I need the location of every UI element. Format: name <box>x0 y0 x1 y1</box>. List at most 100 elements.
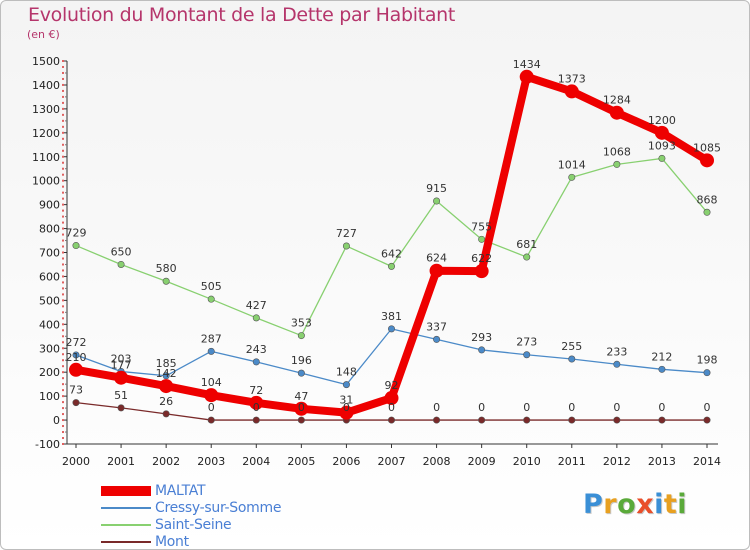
data-point-cressy-sur-somme <box>162 372 170 380</box>
data-point-cressy-sur-somme <box>207 347 215 355</box>
data-point-saint-seine <box>252 314 260 322</box>
y-axis-dot <box>62 329 64 332</box>
unit-label: (en €) <box>27 28 60 41</box>
y-axis-dot <box>62 323 64 326</box>
data-label-maltat: 1434 <box>513 58 541 71</box>
data-point-mont <box>523 416 531 424</box>
y-axis-dot <box>62 60 64 62</box>
data-point-mont <box>162 410 170 418</box>
logo-letter: i <box>654 489 664 520</box>
y-axis-dot <box>62 65 64 68</box>
data-label-cressy-sur-somme: 196 <box>291 354 312 367</box>
data-point-saint-seine <box>207 295 215 303</box>
axes: -100010020030040050060070080090010001100… <box>32 55 721 468</box>
data-point-maltat <box>519 69 534 84</box>
data-point-saint-seine <box>297 332 305 340</box>
data-point-cressy-sur-somme <box>252 358 260 366</box>
data-label-cressy-sur-somme: 233 <box>606 345 627 358</box>
data-label-cressy-sur-somme: 212 <box>651 350 672 363</box>
data-label-mont: 73 <box>69 384 83 397</box>
data-point-saint-seine <box>342 242 350 250</box>
x-tick-label: 2005 <box>287 455 315 468</box>
y-axis-dot <box>62 77 64 80</box>
y-tick-label: 1500 <box>32 55 60 68</box>
y-axis-dot <box>62 251 64 254</box>
legend-swatch-maltat <box>101 486 151 496</box>
y-tick-label: 1100 <box>32 151 60 164</box>
x-tick-label: 2011 <box>558 455 586 468</box>
x-tick-label: 2004 <box>242 455 270 468</box>
y-axis-dot <box>62 335 64 338</box>
data-point-maltat <box>474 264 489 279</box>
y-axis-dot <box>62 197 64 200</box>
legend-swatch-saint-seine <box>101 524 151 526</box>
x-tick-label: 2000 <box>62 455 90 468</box>
y-tick-label: 900 <box>39 199 60 212</box>
data-label-cressy-sur-somme: 273 <box>516 336 537 349</box>
data-point-maltat <box>114 370 129 385</box>
data-point-cressy-sur-somme <box>478 346 486 354</box>
y-axis-dot <box>62 275 64 278</box>
logo-letter: x <box>636 489 655 520</box>
y-axis-dot <box>62 365 64 368</box>
data-label-cressy-sur-somme: 148 <box>336 366 357 379</box>
data-point-cressy-sur-somme <box>523 351 531 359</box>
y-tick-label: 600 <box>39 270 60 283</box>
logo-letter: r <box>603 489 618 520</box>
logo-letter: P <box>583 489 604 520</box>
data-label-saint-seine: 1014 <box>558 158 586 171</box>
y-axis-dot <box>62 95 64 98</box>
y-axis-dot <box>62 203 64 206</box>
data-label-maltat: 72 <box>249 384 263 397</box>
data-point-maltat <box>69 362 83 377</box>
y-axis-dot <box>62 143 64 146</box>
data-label-cressy-sur-somme: 381 <box>381 310 402 323</box>
data-label-maltat: 142 <box>156 367 177 380</box>
y-axis-dot <box>62 209 64 212</box>
data-point-maltat <box>339 405 354 420</box>
y-axis-dot <box>62 353 64 356</box>
y-axis-dot <box>62 113 64 116</box>
data-point-mont <box>478 416 486 424</box>
x-tick-label: 2001 <box>107 455 135 468</box>
data-point-maltat <box>159 379 174 394</box>
data-point-saint-seine <box>72 242 80 250</box>
y-axis-dot <box>62 107 64 110</box>
y-axis-dot <box>62 137 64 140</box>
y-axis-dot <box>62 239 64 242</box>
y-tick-label: 0 <box>53 414 60 427</box>
y-tick-label: 400 <box>39 318 60 331</box>
y-axis-dot <box>62 419 64 422</box>
y-axis-dot <box>62 443 64 445</box>
data-label-cressy-sur-somme: 198 <box>697 354 718 367</box>
data-label-maltat: 1284 <box>603 94 631 107</box>
data-label-cressy-sur-somme: 185 <box>156 357 177 370</box>
y-axis-dot <box>62 371 64 374</box>
data-point-cressy-sur-somme <box>387 325 395 333</box>
y-axis-dot <box>62 383 64 386</box>
data-label-mont: 0 <box>613 401 620 414</box>
data-label-cressy-sur-somme: 255 <box>561 340 582 353</box>
y-tick-label: 1200 <box>32 127 60 140</box>
data-label-saint-seine: 427 <box>246 299 267 312</box>
data-label-maltat: 177 <box>111 359 132 372</box>
y-axis-dot <box>62 407 64 410</box>
data-label-mont: 0 <box>523 401 530 414</box>
data-label-cressy-sur-somme: 293 <box>471 331 492 344</box>
data-point-saint-seine <box>568 173 576 181</box>
data-label-saint-seine: 681 <box>516 238 537 251</box>
y-axis-dot <box>62 191 64 194</box>
data-label-mont: 0 <box>704 401 711 414</box>
y-axis-dot <box>62 377 64 380</box>
data-label-maltat: 104 <box>201 376 222 389</box>
chart-title: Evolution du Montant de la Dette par Hab… <box>28 4 456 26</box>
y-tick-label: 500 <box>39 294 60 307</box>
data-label-mont: 0 <box>298 401 305 414</box>
x-tick-label: 2012 <box>603 455 631 468</box>
y-axis-dot <box>62 179 64 182</box>
y-tick-label: 100 <box>39 390 60 403</box>
data-point-mont <box>207 416 215 424</box>
y-axis-dot <box>62 389 64 392</box>
data-point-cressy-sur-somme <box>342 381 350 389</box>
data-point-mont <box>433 416 441 424</box>
